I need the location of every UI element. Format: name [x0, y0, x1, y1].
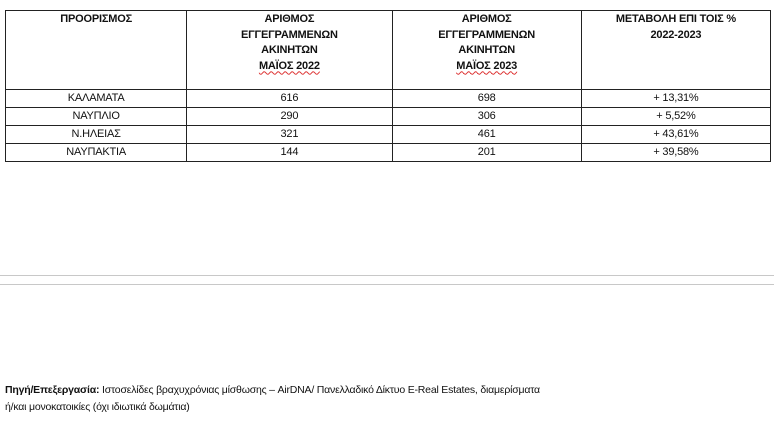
header-destination: ΠΡΟΟΡΙΣΜΟΣ — [4, 10, 188, 90]
source-note: Πηγή/Επεξεργασία: Ιστοσελίδες βραχυχρόνι… — [5, 382, 540, 416]
table-row: ΝΑΥΠΑΚΤΙΑ 144 201 + 39,58% — [4, 143, 772, 162]
header-text: ΜΑΪΟΣ 2022 — [258, 59, 320, 72]
table-row: ΝΑΥΠΛΙΟ 290 306 + 5,52% — [4, 107, 772, 126]
source-text-line2: ή/και μονοκατοικίες (όχι ιδιωτικά δωμάτι… — [5, 401, 190, 413]
cell-2023: 698 — [391, 89, 582, 108]
source-label: Πηγή/Επεξεργασία: — [5, 384, 100, 396]
header-percent-change: ΜΕΤΑΒΟΛΗ ΕΠΙ ΤΟΙΣ % 2022-2023 — [580, 10, 772, 90]
header-text: 2022-2023 — [650, 28, 702, 41]
header-may-2023: ΑΡΙΘΜΟΣ ΕΓΓΕΓΡΑΜΜΕΝΩΝ ΑΚΙΝΗΤΩΝ ΜΑΪΟΣ 202… — [391, 10, 582, 90]
header-text: ΕΓΓΕΓΡΑΜΜΕΝΩΝ — [438, 28, 536, 41]
header-text: ΜΑΪΟΣ 2023 — [456, 59, 518, 72]
header-text: ΕΓΓΕΓΡΑΜΜΕΝΩΝ — [241, 28, 338, 41]
header-text: ΑΚΙΝΗΤΩΝ — [458, 44, 515, 56]
cell-destination: ΝΑΥΠΑΚΤΙΑ — [4, 143, 188, 162]
cell-change: + 39,58% — [580, 143, 772, 162]
cell-2023: 461 — [391, 125, 582, 144]
cell-change: + 5,52% — [580, 107, 772, 126]
cell-2023: 201 — [391, 143, 582, 162]
cell-destination: Ν.ΗΛΕΙΑΣ — [4, 125, 188, 144]
header-text: ΜΕΤΑΒΟΛΗ ΕΠΙ ΤΟΙΣ % — [615, 13, 736, 25]
cell-change: + 43,61% — [580, 125, 772, 144]
table-row: ΚΑΛΑΜΑΤΑ 616 698 + 13,31% — [4, 89, 772, 108]
header-may-2022: ΑΡΙΘΜΟΣ ΕΓΓΕΓΡΑΜΜΕΝΩΝ ΑΚΙΝΗΤΩΝ ΜΑΪΟΣ 202… — [186, 10, 393, 90]
cell-2022: 616 — [186, 89, 393, 108]
cell-2022: 144 — [186, 143, 393, 162]
header-text: ΑΡΙΘΜΟΣ — [461, 13, 512, 25]
registered-properties-table: ΠΡΟΟΡΙΣΜΟΣ ΑΡΙΘΜΟΣ ΕΓΓΕΓΡΑΜΜΕΝΩΝ ΑΚΙΝΗΤΩ… — [4, 10, 772, 162]
header-text: ΑΡΙΘΜΟΣ — [264, 13, 315, 25]
source-text-line1: Ιστοσελίδες βραχυχρόνιας μίσθωσης – AirD… — [99, 384, 540, 396]
cell-destination: ΝΑΥΠΛΙΟ — [4, 107, 188, 126]
page-break-line-bottom — [0, 284, 774, 285]
table-header-row: ΠΡΟΟΡΙΣΜΟΣ ΑΡΙΘΜΟΣ ΕΓΓΕΓΡΑΜΜΕΝΩΝ ΑΚΙΝΗΤΩ… — [4, 10, 772, 90]
cell-2022: 321 — [186, 125, 393, 144]
cell-2023: 306 — [391, 107, 582, 126]
cell-destination: ΚΑΛΑΜΑΤΑ — [4, 89, 188, 108]
cell-2022: 290 — [186, 107, 393, 126]
table-row: Ν.ΗΛΕΙΑΣ 321 461 + 43,61% — [4, 125, 772, 144]
page-break-line-top — [0, 275, 774, 276]
cell-change: + 13,31% — [580, 89, 772, 108]
header-text: ΠΡΟΟΡΙΣΜΟΣ — [60, 13, 132, 25]
header-text: ΑΚΙΝΗΤΩΝ — [261, 44, 318, 56]
